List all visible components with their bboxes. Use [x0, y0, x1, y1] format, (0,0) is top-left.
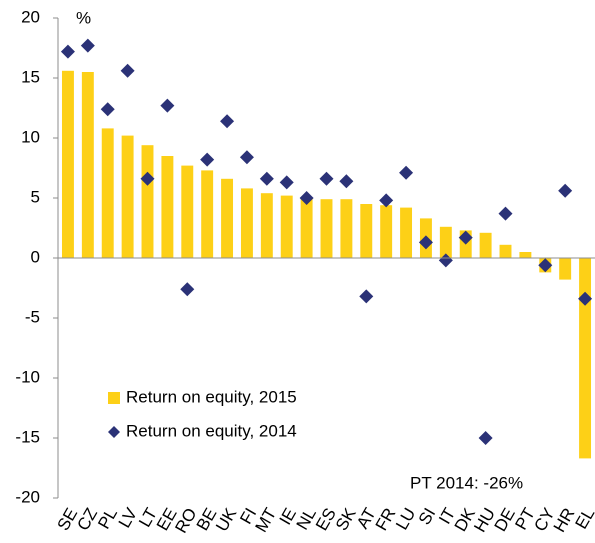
diamond-marker [120, 63, 135, 78]
diamond-marker [239, 150, 254, 165]
y-tick-label: -10 [15, 367, 40, 386]
diamond-marker [458, 230, 473, 245]
bar [439, 226, 452, 258]
legend-label: Return on equity, 2015 [126, 387, 297, 406]
diamond-marker [558, 183, 573, 198]
bar [479, 232, 492, 258]
y-tick-label: -5 [25, 307, 40, 326]
bar [240, 188, 253, 258]
bar [320, 199, 333, 258]
bar [400, 207, 413, 258]
bar [101, 128, 114, 258]
bar [221, 178, 234, 258]
unit-label: % [76, 8, 91, 27]
bar [121, 135, 134, 258]
bar [141, 145, 154, 258]
bar [579, 258, 592, 459]
bar [260, 193, 273, 258]
diamond-marker [60, 44, 75, 59]
x-tick-label: MT [251, 505, 280, 536]
x-tick-label: EL [572, 505, 595, 533]
diamond-marker [100, 102, 115, 117]
bar [161, 156, 174, 258]
legend-swatch [108, 426, 120, 438]
y-tick-label: 20 [21, 7, 40, 26]
diamond-marker [140, 171, 155, 186]
bar [201, 170, 214, 258]
y-tick-label: 0 [31, 247, 40, 266]
diamond-marker [498, 206, 513, 221]
diamond-marker [418, 235, 433, 250]
bar [519, 252, 532, 258]
bar [499, 244, 512, 258]
diamond-marker [438, 253, 453, 268]
bar [360, 204, 373, 258]
diamond-marker [538, 258, 553, 273]
diamond-marker [259, 171, 274, 186]
x-tick-label: UK [212, 504, 241, 535]
bar [61, 70, 74, 258]
diamond-marker [379, 193, 394, 208]
legend-swatch [108, 392, 120, 404]
y-tick-label: -15 [15, 427, 40, 446]
bar [300, 198, 313, 258]
y-tick-label: -20 [15, 487, 40, 506]
diamond-marker [160, 98, 175, 113]
diamond-marker [339, 174, 354, 189]
legend-label: Return on equity, 2014 [126, 421, 297, 440]
bar [380, 205, 393, 258]
diamond-marker [359, 289, 374, 304]
y-tick-label: 5 [31, 187, 40, 206]
bar [181, 165, 194, 258]
bar [81, 72, 94, 258]
diamond-marker [578, 291, 593, 306]
diamond-marker [299, 191, 314, 205]
bar [280, 195, 293, 258]
diamond-marker [399, 165, 414, 180]
y-tick-label: 15 [21, 67, 40, 86]
diamond-marker [478, 431, 493, 445]
diamond-marker [279, 175, 294, 190]
diamond-marker [200, 152, 215, 167]
diamond-marker [80, 38, 95, 53]
bar [559, 258, 572, 280]
annotation: PT 2014: -26% [410, 473, 523, 492]
bar [340, 199, 353, 258]
y-tick-label: 10 [21, 127, 40, 146]
diamond-marker [319, 171, 334, 186]
diamond-marker [180, 282, 195, 297]
diamond-marker [220, 114, 235, 129]
